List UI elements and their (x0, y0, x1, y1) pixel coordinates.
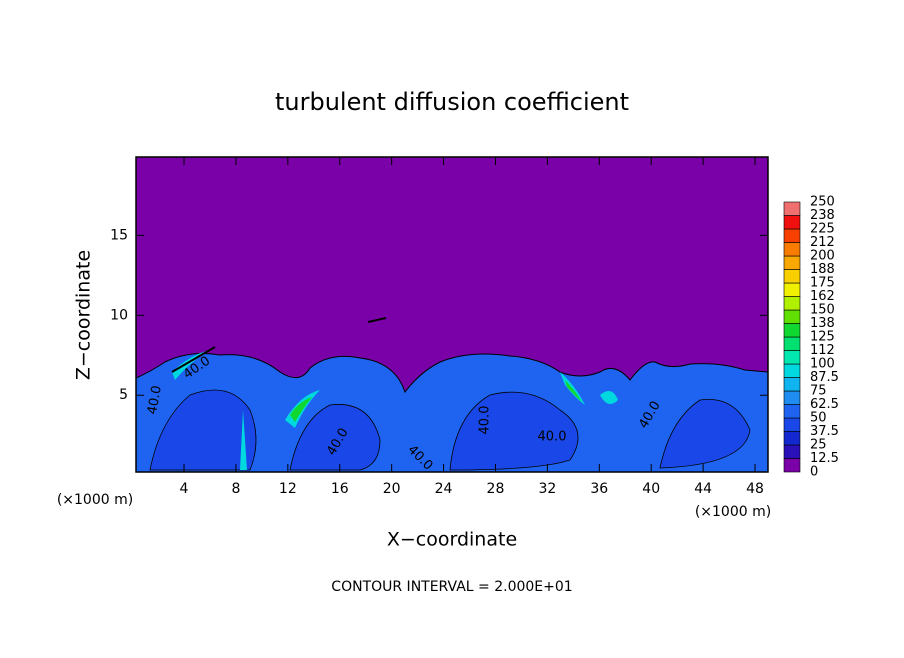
colorbar-label: 100 (810, 357, 835, 372)
x-tick-label: 24 (435, 481, 453, 497)
colorbar-swatch (783, 309, 801, 324)
colorbar-swatch (783, 350, 801, 365)
colorbar-label: 200 (810, 249, 835, 264)
x-tick-label: 28 (487, 481, 505, 497)
colorbar-label: 138 (810, 316, 835, 331)
colorbar-label: 250 (810, 195, 835, 210)
colorbar-swatch (783, 377, 801, 392)
colorbar-label: 112 (810, 343, 835, 358)
colorbar-swatch (783, 269, 801, 284)
colorbar-label: 62.5 (810, 397, 839, 412)
y-tick-label: 15 (110, 227, 128, 243)
colorbar-label: 125 (810, 330, 835, 345)
contour-label: 40.0 (478, 406, 493, 435)
colorbar-swatch (783, 431, 801, 446)
colorbar-swatch (783, 282, 801, 297)
x-unit-label: (×1000 m) (695, 504, 771, 520)
colorbar-swatch (783, 444, 801, 459)
x-tick-label: 20 (383, 481, 401, 497)
colorbar-label: 175 (810, 276, 835, 291)
colorbar-swatch (783, 228, 801, 243)
colorbar-label: 238 (810, 208, 835, 223)
y-axis-label: Z−coordinate (73, 250, 95, 380)
colorbar-label: 37.5 (810, 424, 839, 439)
colorbar-label: 162 (810, 289, 835, 304)
footer-note: CONTOUR INTERVAL = 2.000E+01 (331, 579, 572, 595)
colorbar-swatch (783, 255, 801, 270)
colorbar-swatch (783, 390, 801, 405)
chart-title: turbulent diffusion coefficient (275, 88, 629, 116)
y-tick-label: 10 (110, 307, 128, 323)
colorbar-label: 150 (810, 303, 835, 318)
colorbar-label: 12.5 (810, 451, 839, 466)
contour-label: 40.0 (145, 384, 165, 415)
colorbar-swatch (783, 417, 801, 432)
colorbar-label: 0 (810, 465, 818, 480)
colorbar-label: 212 (810, 235, 835, 250)
colorbar-label: 75 (810, 384, 827, 399)
x-axis-label: X−coordinate (387, 529, 517, 551)
colorbar-swatch (783, 336, 801, 351)
colorbar-swatch (783, 363, 801, 378)
x-tick-label: 16 (331, 481, 349, 497)
colorbar-label: 25 (810, 438, 827, 453)
x-tick-label: 4 (180, 481, 189, 497)
colorbar-label: 87.5 (810, 370, 839, 385)
x-tick-label: 36 (590, 481, 608, 497)
plot-frame (135, 156, 769, 473)
contour-label: 40.0 (538, 430, 567, 445)
colorbar-label: 188 (810, 262, 835, 277)
field-region (149, 389, 751, 471)
colorbar-swatch (783, 404, 801, 419)
colorbar-swatch (783, 242, 801, 257)
colorbar-swatch (783, 458, 801, 473)
y-unit-label: (×1000 m) (57, 492, 133, 508)
colorbar-swatch (783, 323, 801, 338)
x-tick-label: 8 (231, 481, 240, 497)
field-region (135, 353, 769, 473)
colorbar-label: 225 (810, 222, 835, 237)
contour-field: 40.040.040.0 40.040.040.040.0 (135, 156, 769, 474)
colorbar-label: 50 (810, 411, 827, 426)
colorbar-swatch (783, 215, 801, 230)
y-tick-label: 5 (119, 387, 128, 403)
x-tick-label: 48 (746, 481, 764, 497)
contour-line (171, 317, 387, 373)
colorbar-swatch (783, 296, 801, 311)
x-tick-label: 40 (642, 481, 660, 497)
x-tick-label: 12 (279, 481, 297, 497)
colorbar-swatch (783, 201, 801, 216)
x-tick-label: 44 (694, 481, 712, 497)
x-tick-label: 32 (538, 481, 556, 497)
